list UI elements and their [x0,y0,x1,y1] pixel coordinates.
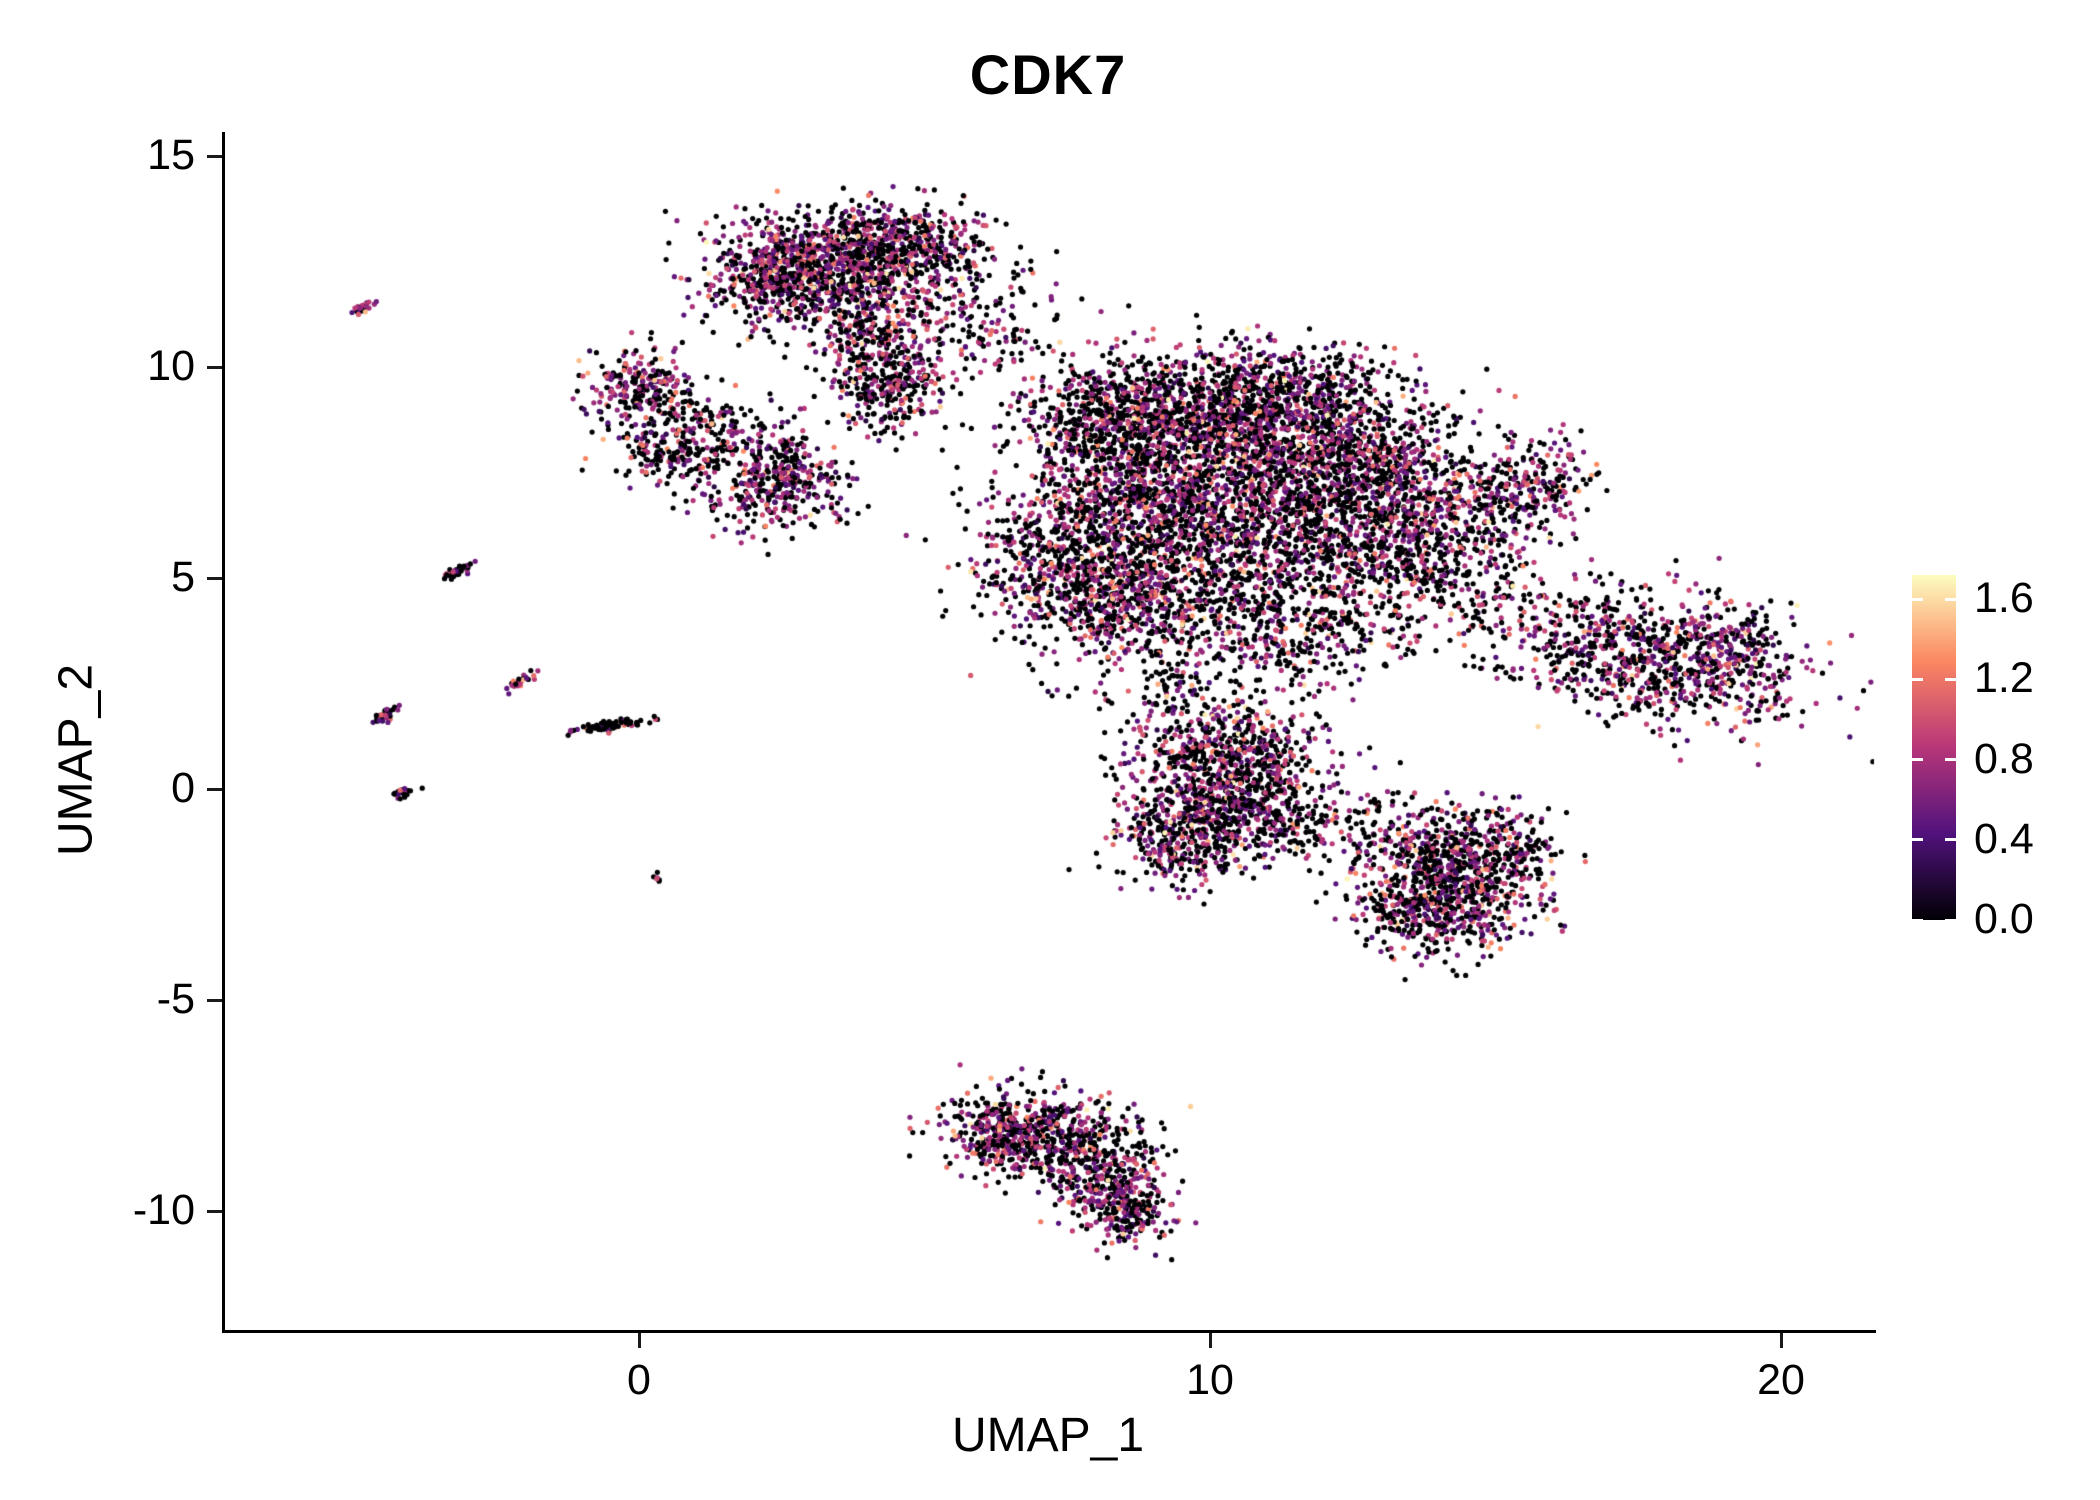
colorbar-tick [1912,838,1923,842]
colorbar-tick [1912,758,1923,762]
colorbar-tick-label: 0.0 [1974,895,2034,943]
colorbar-tick [1912,918,1923,922]
colorbar-tick [1912,677,1923,681]
colorbar-tick [1912,597,1923,601]
colorbar-tick-label: 0.4 [1974,814,2034,863]
y-axis-label: UMAP_2 [49,663,103,857]
colorbar-tick [1945,838,1956,842]
y-axis-line [222,132,225,1333]
colorbar-legend: 1.6 1.2 0.8 0.4 0.0 [1912,574,2100,943]
colorbar-tick-label: 0.8 [1974,734,2034,783]
colorbar-tick [1945,597,1956,601]
colorbar-gradient [1912,575,1956,920]
colorbar-tick [1945,677,1956,681]
plot-title: CDK7 [969,43,1127,106]
colorbar-tick [1945,758,1956,762]
colorbar-tick-label: 1.2 [1974,654,2034,703]
x-axis-line [222,1330,1876,1333]
colorbar-tick-label: 1.6 [1974,574,2034,623]
colorbar-tick [1945,918,1956,922]
x-axis-label: UMAP_1 [951,1409,1145,1462]
